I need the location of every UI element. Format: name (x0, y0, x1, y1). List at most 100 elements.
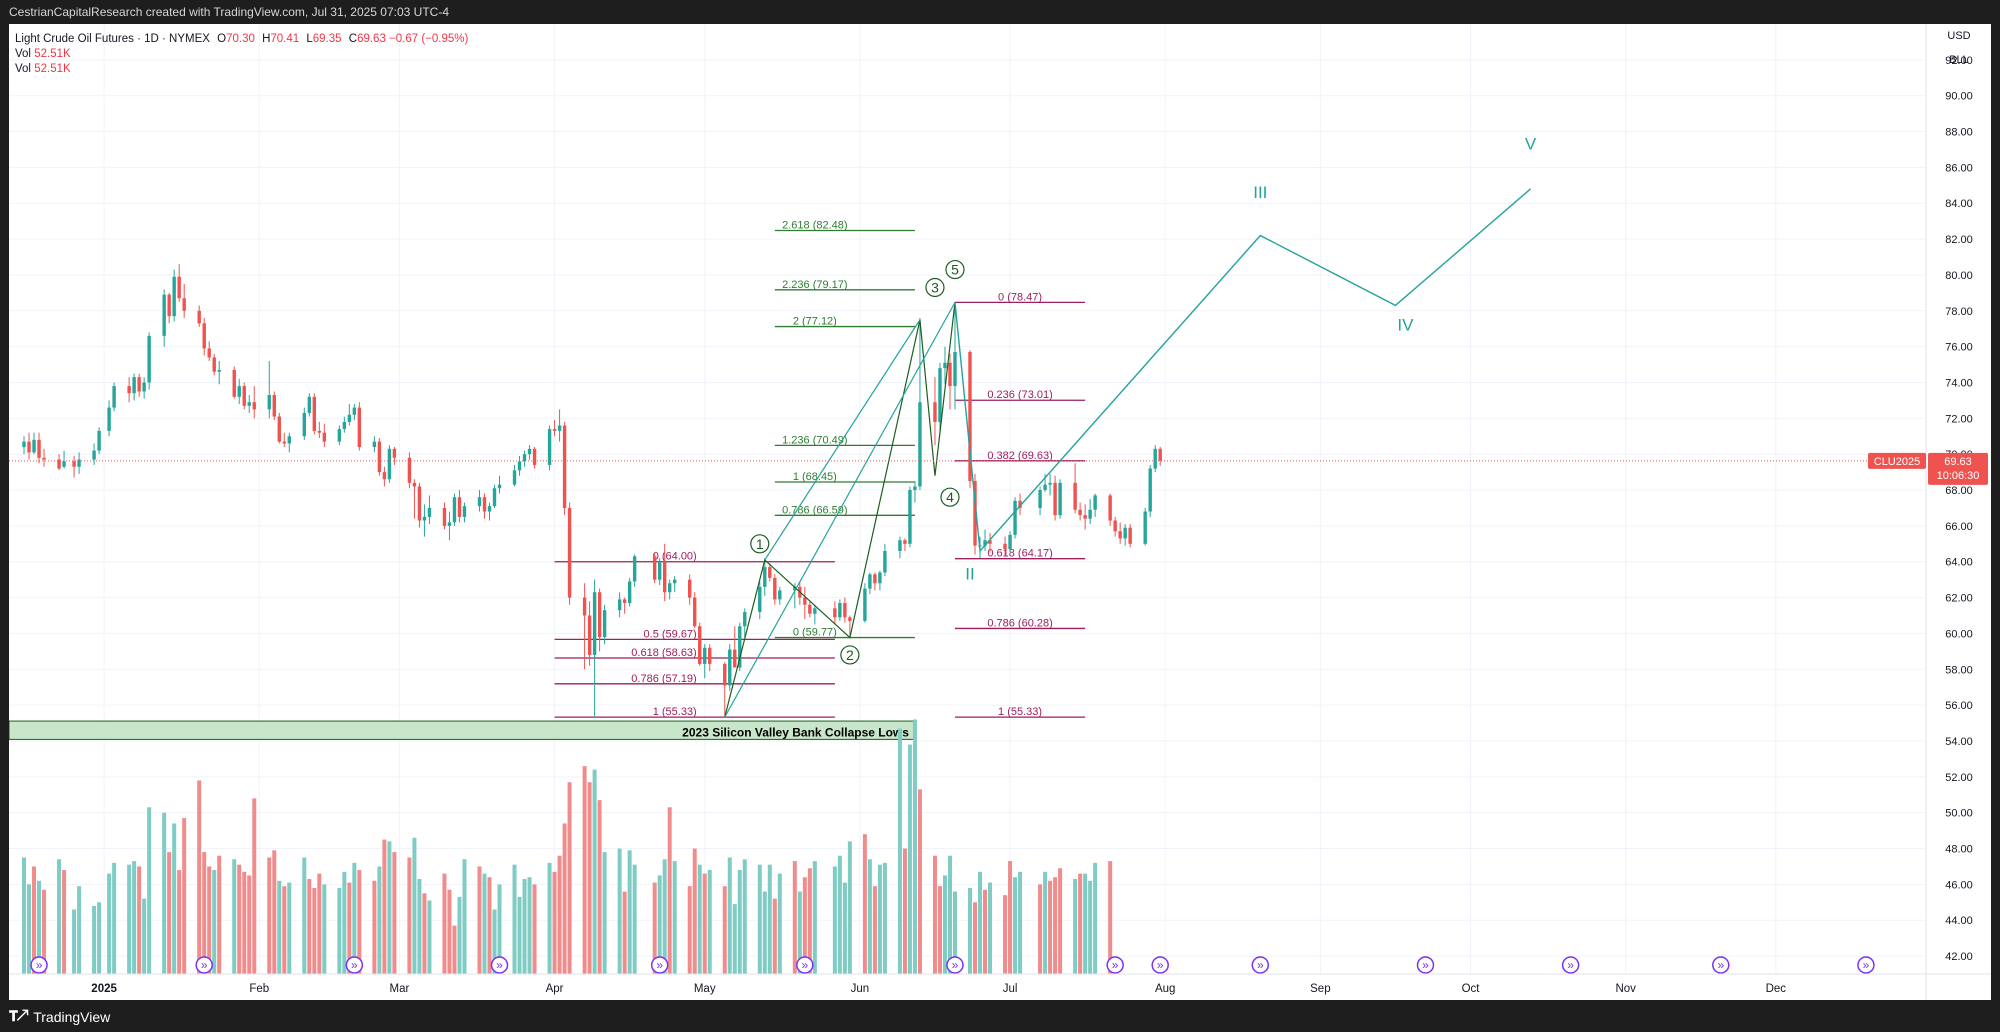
candle-body (878, 572, 882, 584)
candle-body (918, 402, 922, 487)
volume-bar (1093, 862, 1098, 974)
candle-body (312, 396, 317, 431)
open-label: O (217, 33, 227, 45)
low-label: L (306, 33, 313, 45)
volume-bar (582, 766, 587, 974)
candle-body (1148, 468, 1152, 512)
candle-body (567, 507, 572, 598)
volume-bar (532, 884, 537, 974)
volume-bar (742, 859, 747, 974)
wave-label-2: 2 (846, 647, 854, 663)
volume-bar (1018, 871, 1023, 974)
volume-bar (902, 848, 907, 974)
volume-bar (942, 875, 947, 974)
volume-bar (672, 861, 677, 974)
volume-value-2: 52.51K (34, 63, 71, 75)
symbol-title: Light Crude Oil Futures · 1D · NYMEX (15, 33, 210, 45)
candle-body (1158, 448, 1162, 461)
candle-body (42, 457, 46, 460)
volume-bar (97, 902, 102, 974)
candle-body (72, 461, 76, 467)
volume-bar (132, 861, 137, 974)
volume-bar (382, 839, 387, 974)
candle-body (657, 561, 662, 580)
volume-bar (232, 859, 237, 974)
wave-label-circle (840, 645, 860, 665)
volume-bar (777, 873, 782, 974)
volume-bar (107, 873, 112, 974)
price-chart[interactable]: 2023 Silicon Valley Bank Collapse Lows 0 … (8, 24, 1991, 1000)
volume-bar (322, 884, 327, 974)
volume-bar (897, 728, 902, 974)
candle-body (62, 461, 66, 467)
candle-body (743, 611, 747, 627)
candle-body (37, 439, 41, 458)
candle-body (372, 441, 377, 448)
volume-bar (72, 909, 77, 974)
volume-bar (1038, 884, 1043, 974)
candle-body (447, 522, 452, 526)
candle-body (517, 461, 522, 471)
price-tick-label: 82.00 (1945, 234, 1973, 246)
volume-bar (452, 925, 457, 974)
close-value: 69.63 (357, 33, 386, 45)
volume-bar (517, 896, 522, 974)
volume-bar (412, 837, 417, 974)
volume-bar (447, 889, 452, 974)
dividend-marker-icon (1106, 956, 1124, 974)
svb-lows-label: 2023 Silicon Valley Bank Collapse Lows (682, 725, 909, 739)
candle-body (833, 608, 837, 618)
candle-body (908, 490, 912, 544)
time-tick-label: 2025 (91, 983, 117, 995)
price-tick-label: 56.00 (1945, 700, 1973, 712)
dividend-marker-icon (946, 956, 964, 974)
volume-bar (707, 870, 712, 974)
volume-bar (877, 864, 882, 974)
dividend-marker-glyph: » (201, 958, 208, 972)
volume-bar (32, 866, 37, 974)
volume-bar (1048, 880, 1053, 974)
high-value: 70.41 (270, 33, 300, 45)
open-value: 70.30 (226, 33, 255, 45)
volume-bar (762, 891, 767, 974)
volume-bar (487, 877, 492, 974)
dividend-marker-glyph: » (1567, 958, 1574, 972)
volume-label-2: Vol (15, 63, 31, 75)
volume-bar (912, 719, 917, 974)
volume-bar (442, 873, 447, 974)
volume-bar (312, 887, 317, 974)
volume-bar (462, 859, 467, 974)
candle-body (342, 421, 347, 430)
chart-area[interactable]: 2023 Silicon Valley Bank Collapse Lows 0 … (8, 24, 1991, 1000)
volume-bar (1008, 861, 1013, 974)
candle-body (277, 416, 281, 442)
candle-body (988, 540, 992, 544)
volume-bar (42, 889, 47, 974)
candle-body (272, 395, 276, 417)
candle-body (733, 649, 737, 668)
candle-body (92, 450, 96, 460)
volume-bar (377, 866, 382, 974)
volume-bar (652, 882, 657, 974)
time-tick-label: Nov (1615, 983, 1636, 995)
wave-label-3: 3 (931, 279, 939, 295)
fib-level-label: 0 (64.00) (653, 551, 697, 563)
candle-body (953, 352, 957, 387)
candle-body (282, 441, 286, 444)
candle-body (167, 294, 171, 317)
price-tick-label: 50.00 (1945, 808, 1973, 820)
volume-bar (1058, 868, 1063, 974)
candle-body (973, 481, 977, 546)
candle-body (337, 429, 342, 442)
volume-bar (307, 879, 312, 974)
wave-label-5: 5 (951, 262, 959, 278)
dividend-marker-icon (1857, 956, 1875, 974)
volume-bar (252, 798, 257, 974)
wave-label-circle (925, 277, 945, 298)
candle-body (778, 590, 782, 600)
candle-body (1038, 490, 1042, 508)
dividend-marker-glyph: » (1422, 958, 1429, 972)
volume-bar (237, 864, 242, 974)
tradingview-logo[interactable]: 𝐓↗ TradingView (9, 1008, 110, 1025)
volume-bar (978, 871, 983, 974)
